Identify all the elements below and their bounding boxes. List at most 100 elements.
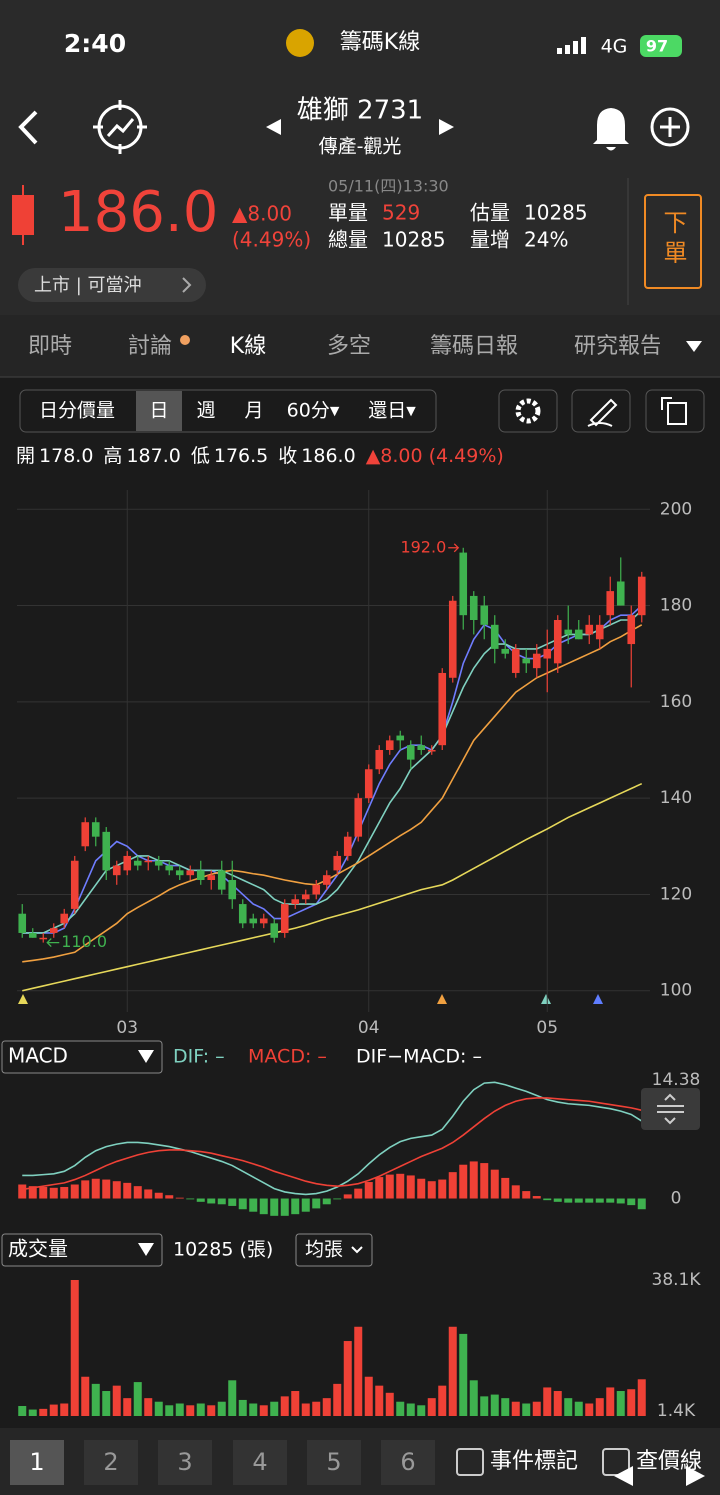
- back-button[interactable]: [18, 110, 38, 145]
- tabs: 即時 討論 K線 多空 籌碼日報 研究報告: [28, 334, 662, 359]
- volume-bar: [637, 1379, 646, 1416]
- tab[interactable]: 研究報告: [574, 334, 662, 359]
- histogram-bar: [343, 1194, 352, 1199]
- periods: 日分價量 日 週 月 60分▾ 還日▾: [39, 400, 416, 422]
- candle-body: [375, 750, 384, 770]
- candle-body: [406, 745, 415, 760]
- candle-body: [217, 870, 226, 890]
- checkbox[interactable]: [456, 1448, 484, 1476]
- annotation: 110.0: [61, 932, 107, 951]
- histogram-bar: [364, 1182, 373, 1199]
- prev-stock[interactable]: [266, 119, 281, 135]
- quote-value: 10285: [524, 201, 588, 225]
- histogram-bar: [291, 1198, 300, 1215]
- histogram-bar: [595, 1198, 604, 1203]
- y-tick-label: 38.1K: [652, 1270, 702, 1290]
- page-button[interactable]: [233, 1440, 287, 1485]
- volume-bar: [459, 1333, 468, 1416]
- page-button[interactable]: [84, 1440, 138, 1485]
- volume-bar: [123, 1398, 132, 1416]
- histogram-bar: [249, 1198, 258, 1212]
- histogram-bar: [186, 1198, 195, 1200]
- volume-bar: [70, 1280, 79, 1416]
- market-tag-label: 上市 | 可當沖: [34, 275, 142, 296]
- y-tick-label: 140: [660, 788, 692, 808]
- candle-body: [585, 624, 594, 635]
- page-button-active[interactable]: [10, 1440, 64, 1485]
- histogram-bar: [49, 1187, 58, 1199]
- histogram-bar: [228, 1198, 237, 1206]
- line: [22, 782, 643, 992]
- next-stock[interactable]: [439, 119, 454, 135]
- tab-more[interactable]: [686, 341, 702, 352]
- rotate-button[interactable]: [645, 389, 705, 433]
- x-tick-label: 04: [358, 1018, 380, 1038]
- volume-bar: [511, 1401, 520, 1416]
- add-icon[interactable]: [650, 107, 690, 147]
- histogram-bar: [144, 1189, 153, 1199]
- option-label: 事件標記: [490, 1449, 578, 1474]
- candle-body: [249, 918, 258, 924]
- period[interactable]: 月: [244, 400, 263, 422]
- candle-body: [154, 860, 163, 866]
- period[interactable]: 60分▾: [287, 400, 340, 422]
- target-icon[interactable]: [93, 100, 147, 154]
- page-label: 5: [326, 1448, 341, 1476]
- volume-bar: [228, 1380, 237, 1416]
- histogram-bar: [333, 1198, 342, 1200]
- volume-total: 10285 (張): [173, 1239, 273, 1261]
- volume-bar: [39, 1408, 48, 1416]
- quote-label: 估量: [470, 201, 510, 225]
- tab[interactable]: 多空: [327, 334, 371, 359]
- histogram-bar: [175, 1197, 184, 1199]
- order-button-label[interactable]: 下單: [659, 210, 687, 270]
- candle-body: [480, 605, 489, 625]
- page-button[interactable]: [307, 1440, 361, 1485]
- histogram-bar: [511, 1185, 520, 1199]
- tab[interactable]: 籌碼日報: [430, 334, 518, 359]
- period[interactable]: 週: [196, 400, 215, 422]
- tab[interactable]: 討論: [128, 334, 172, 359]
- average-button[interactable]: [295, 1233, 373, 1267]
- period[interactable]: 日: [149, 400, 168, 422]
- page-label: 3: [177, 1448, 192, 1476]
- candle-body: [637, 576, 646, 616]
- candle-body: [28, 932, 37, 938]
- tab-active[interactable]: K線: [230, 334, 266, 359]
- volume-bar: [144, 1398, 153, 1416]
- candle-body: [280, 904, 289, 933]
- quote-value: 24%: [524, 228, 568, 252]
- histogram-bar: [543, 1198, 552, 1201]
- histogram-bar: [207, 1198, 216, 1204]
- ohlc-value: 187.0: [126, 445, 180, 467]
- volume-bar: [480, 1396, 489, 1416]
- draw-button[interactable]: [571, 389, 631, 433]
- candle-body: [18, 913, 27, 933]
- y-tick-label: 1.4K: [657, 1401, 696, 1421]
- market-tag[interactable]: [18, 268, 206, 302]
- volume-bar: [165, 1405, 174, 1416]
- period[interactable]: 還日▾: [368, 400, 416, 422]
- volume-bar: [18, 1406, 27, 1416]
- indicator-select[interactable]: [1, 1233, 163, 1267]
- period[interactable]: 日分價量: [39, 400, 115, 422]
- indicator-select[interactable]: [1, 1040, 163, 1074]
- settings-button[interactable]: [498, 389, 558, 433]
- histogram-bar: [354, 1188, 363, 1199]
- resize-button[interactable]: [641, 1088, 700, 1130]
- order-button[interactable]: [644, 194, 702, 289]
- volume-bar: [186, 1405, 195, 1416]
- page-button[interactable]: [158, 1440, 212, 1485]
- volume-bar: [154, 1401, 163, 1416]
- bell-icon[interactable]: [593, 108, 629, 151]
- histogram-bar: [165, 1195, 174, 1199]
- y-tick-label: 160: [660, 692, 692, 712]
- page-button[interactable]: [381, 1440, 435, 1485]
- chevron: [182, 277, 192, 293]
- volume-bar: [91, 1383, 100, 1416]
- volume-bar: [333, 1383, 342, 1416]
- tab[interactable]: 即時: [28, 334, 72, 359]
- scroll-right[interactable]: [686, 1466, 705, 1486]
- volume-bar: [616, 1391, 625, 1416]
- scroll-left[interactable]: [614, 1466, 633, 1486]
